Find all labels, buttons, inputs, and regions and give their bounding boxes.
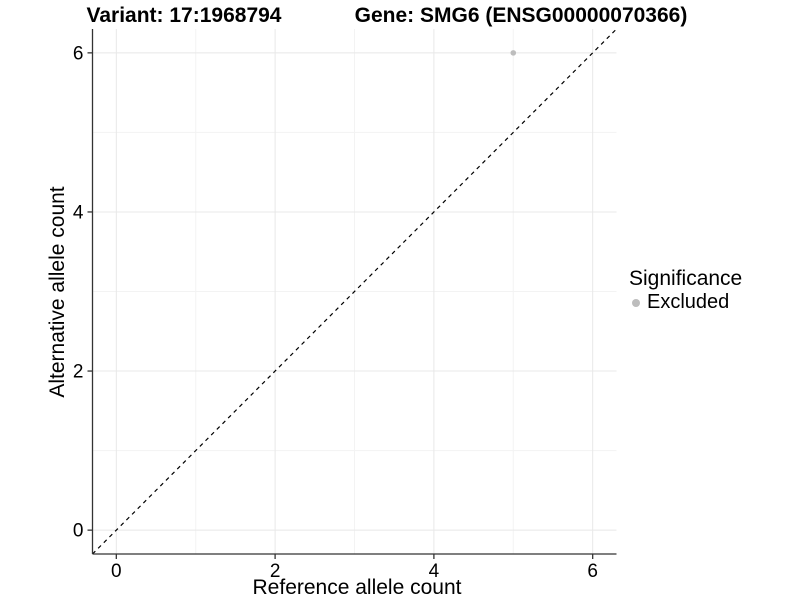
svg-text:6: 6 (73, 43, 84, 64)
svg-text:2: 2 (73, 362, 84, 383)
svg-text:2: 2 (270, 561, 281, 582)
svg-text:4: 4 (429, 561, 440, 582)
excluded-point-icon (632, 298, 640, 307)
svg-text:4: 4 (73, 202, 84, 223)
gene-title: Gene: SMG6 (ENSG00000070366) (354, 4, 688, 27)
svg-text:0: 0 (111, 561, 122, 582)
svg-text:0: 0 (73, 521, 84, 542)
svg-text:6: 6 (587, 561, 598, 582)
x-axis-title: Reference allele count (252, 576, 462, 599)
y-axis-title: Alternative allele count (46, 186, 69, 398)
legend-title: Significance (629, 267, 743, 290)
variant-title: Variant: 17:1968794 (86, 4, 282, 27)
legend-item-excluded: Excluded (629, 292, 742, 313)
legend-item-label: Excluded (647, 291, 730, 313)
legend: Significance Excluded (629, 268, 742, 313)
